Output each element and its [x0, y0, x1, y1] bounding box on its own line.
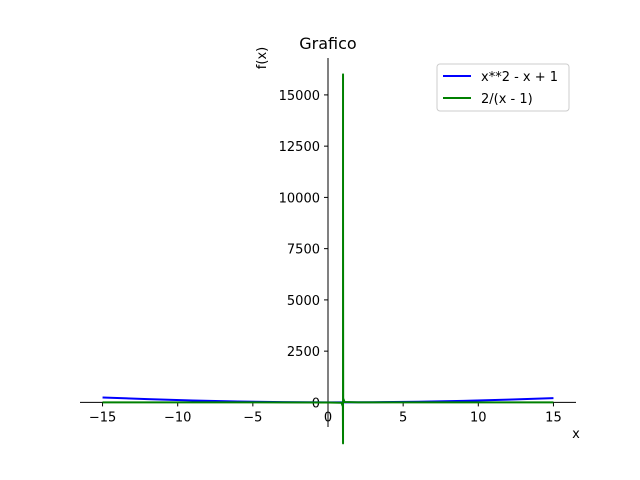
y-tick-label: 2500: [287, 345, 320, 360]
x-tick-label: −5: [243, 410, 262, 425]
x-tick-label: −15: [89, 410, 116, 425]
x-tick-label: 15: [545, 410, 562, 425]
legend: x**2 - x + 1 2/(x - 1): [436, 63, 570, 112]
y-tick-label: 5000: [287, 294, 320, 309]
x-tick-label: 0: [324, 410, 332, 425]
axes: [80, 58, 576, 427]
y-axis-label: f(x): [255, 47, 270, 69]
x-ticks: −15 −10 −5 0 5 10 15: [89, 402, 562, 425]
y-tick-label: 15000: [279, 89, 320, 104]
y-ticks: 0 2500 5000 7500 10000 12500 15000: [279, 89, 328, 411]
legend-label-series-1: x**2 - x + 1: [481, 70, 558, 85]
chart-title: Grafico: [299, 34, 356, 53]
x-tick-label: 10: [470, 410, 487, 425]
series-lines: [102, 73, 554, 445]
y-tick-label: 12500: [279, 140, 320, 155]
y-tick-label: 10000: [279, 191, 320, 206]
legend-label-series-2: 2/(x - 1): [481, 92, 533, 107]
y-tick-label: 7500: [287, 243, 320, 258]
x-tick-label: 5: [399, 410, 407, 425]
y-tick-label: 0: [312, 396, 320, 411]
series-line-2: [102, 73, 554, 445]
x-tick-label: −10: [164, 410, 191, 425]
x-axis-label: x: [572, 427, 580, 442]
